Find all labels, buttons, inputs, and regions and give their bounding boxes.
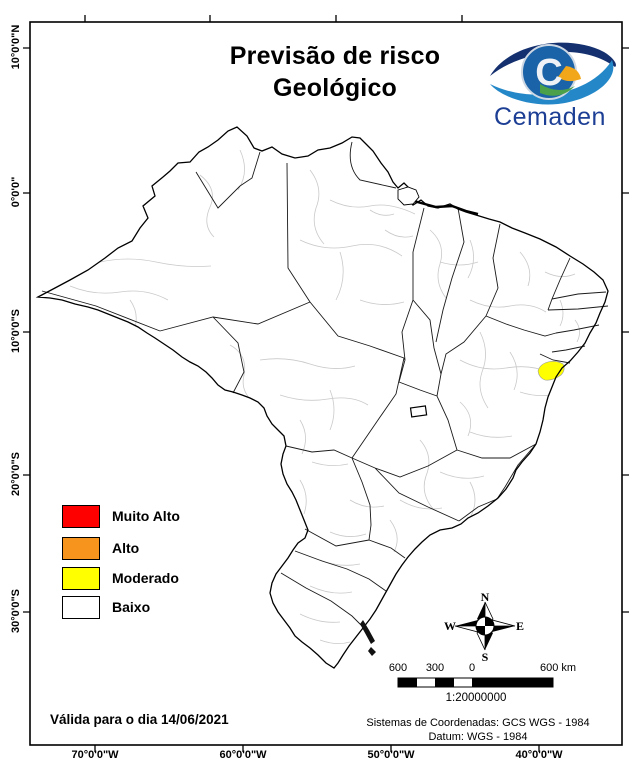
lat-label-20s: 20°0'0"S: [10, 451, 22, 497]
lat-label-30s: 30°0'0"S: [10, 588, 22, 634]
map-frame: [29, 21, 623, 746]
map-title-line2: Geológico: [272, 74, 398, 102]
compass-w-label: W: [444, 619, 456, 633]
cemaden-logo-icon: C: [490, 42, 616, 105]
compass-s-label: S: [481, 650, 489, 664]
crs-line2: Datum: WGS - 1984: [428, 731, 528, 743]
scale-label-0: 0: [468, 662, 476, 674]
scale-label-600km: 600 km: [539, 662, 577, 674]
marajo-island: [397, 186, 420, 206]
graticule-ticks: [23, 15, 629, 752]
legend-swatch-baixo: [62, 596, 100, 619]
scale-label-300: 300: [425, 662, 445, 674]
scale-label-600-left: 600: [388, 662, 408, 674]
scale-ratio: 1:20000000: [445, 692, 507, 704]
lat-label-0: 0°0'0": [10, 176, 22, 208]
legend-swatch-alto: [62, 537, 100, 560]
lat-label-10s: 10°0'0"S: [10, 308, 22, 354]
legend-swatch-moderado: [62, 567, 100, 590]
compass-n-label: N: [480, 590, 490, 604]
coastal-lagoons: [360, 620, 376, 656]
lon-label-70w: 70°0'0"W: [71, 749, 119, 761]
brazil-outline: [35, 126, 609, 669]
lon-label-40w: 40°0'0"W: [515, 749, 563, 761]
municipality-borders: [69, 149, 580, 644]
df-square: [409, 405, 428, 418]
map-title-line1: Previsão de risco: [229, 42, 441, 70]
lat-label-10n: 10°0'0"N: [10, 24, 22, 70]
compass-e-label: E: [515, 619, 524, 633]
crs-line1: Sistemas de Coordenadas: GCS WGS - 1984: [366, 717, 590, 729]
compass-rose-icon: [454, 601, 516, 651]
cemaden-logo-label: Cemaden: [494, 103, 606, 131]
svg-text:C: C: [535, 52, 562, 94]
legend-label-alto: Alto: [112, 540, 140, 556]
legend-label-muito-alto: Muito Alto: [112, 508, 180, 524]
map-title: Previsão de risco Geológico: [180, 40, 490, 104]
legend-label-moderado: Moderado: [112, 570, 179, 586]
legend-swatch-muito-alto: [62, 505, 100, 528]
legend-label-baixo: Baixo: [112, 599, 151, 615]
state-borders: [41, 141, 609, 629]
lon-label-60w: 60°0'0"W: [219, 749, 267, 761]
scale-bar: [397, 677, 554, 688]
lon-label-50w: 50°0'0"W: [367, 749, 415, 761]
validity-note: Válida para o dia 14/06/2021: [50, 712, 229, 727]
north-coast-thick: [406, 197, 479, 216]
